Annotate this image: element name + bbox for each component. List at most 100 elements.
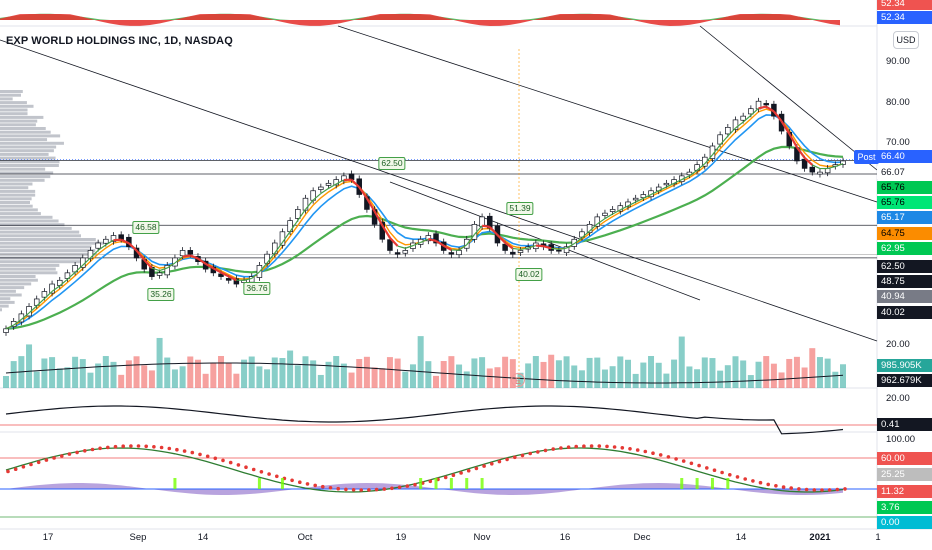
candle-body: [326, 183, 331, 185]
earnings-badge[interactable]: E: [511, 373, 525, 387]
price-tag-6: 62.95: [877, 242, 932, 255]
volume-profile-bar: [0, 190, 35, 193]
osc2-dot: [29, 463, 33, 467]
time-tick-16: 16: [560, 532, 571, 543]
volume-bar: [656, 363, 662, 388]
volume-profile-bar: [0, 149, 54, 152]
price-tag-3: 65.76: [877, 196, 932, 209]
volume-bar: [387, 357, 393, 388]
symbol-title[interactable]: EXP WORLD HOLDINGS INC, 1D, NASDAQ: [6, 35, 233, 47]
volume-bar: [318, 375, 324, 388]
currency-button[interactable]: USD: [893, 31, 919, 49]
osc2-dot: [390, 487, 394, 491]
osc2-dot: [651, 451, 655, 455]
volume-profile-bar: [0, 138, 47, 141]
volume-bar: [72, 357, 78, 388]
volume-profile-bar: [0, 164, 59, 167]
osc2-dot: [344, 488, 348, 492]
osc2-dot: [329, 486, 333, 490]
osc2-dot: [383, 487, 387, 491]
volume-tag-a: 985.905K: [877, 359, 932, 372]
volume-profile-bar: [0, 205, 33, 208]
volume-profile-bar: [0, 131, 51, 134]
volume-bar: [264, 369, 270, 388]
volume-profile-bar: [0, 179, 45, 182]
candle-body: [395, 253, 400, 255]
osc2-dot: [789, 486, 793, 490]
osc2-dot: [805, 488, 809, 492]
volume-profile-bar: [0, 305, 9, 308]
osc2-tick-100: 100.00: [886, 434, 915, 445]
candle-body: [764, 103, 769, 105]
volume-profile-bar: [0, 271, 57, 274]
volume-bar: [840, 364, 846, 388]
candle-body: [810, 167, 815, 172]
marker-high-2: 62.50: [378, 157, 405, 170]
osc2-dot: [536, 450, 540, 454]
volume-bar: [279, 358, 285, 388]
osc2-green-bar: [435, 478, 438, 489]
osc2-dot: [6, 470, 10, 474]
osc2-dot: [306, 482, 310, 486]
osc2-dot: [828, 488, 832, 492]
time-tick-19: 19: [396, 532, 407, 543]
osc2-green-bar: [173, 478, 176, 489]
volume-bar: [640, 363, 646, 388]
osc2-dot: [98, 447, 102, 451]
osc2-green-bar: [680, 478, 683, 489]
osc2-dot: [160, 446, 164, 450]
osc2-green-bar: [696, 478, 699, 489]
volume-bar: [456, 365, 462, 388]
volume-bar: [164, 358, 170, 388]
volume-bar: [763, 356, 769, 388]
candle-body: [457, 250, 462, 254]
volume-bar: [103, 356, 109, 388]
osc2-dot: [574, 445, 578, 449]
osc2-dot: [175, 448, 179, 452]
volume-bar: [709, 358, 715, 388]
volume-bar: [203, 374, 209, 388]
trend-color-segment: [536, 246, 544, 247]
volume-bar: [118, 375, 124, 388]
osc2-dot: [237, 463, 241, 467]
trend-color-segment: [183, 255, 191, 256]
volume-profile-bar: [0, 308, 2, 311]
volume-bar: [249, 357, 255, 388]
volume-profile-bar: [0, 268, 56, 271]
osc2-dot: [221, 459, 225, 463]
volume-bar: [702, 357, 708, 388]
osc2-dot: [352, 488, 356, 492]
time-tick-1: 1: [875, 532, 880, 543]
osc2-dot: [482, 464, 486, 468]
volume-bar: [686, 366, 692, 388]
price-tag-8: 48.75: [877, 275, 932, 288]
osc2-dot: [467, 469, 471, 473]
volume-bar: [825, 359, 831, 388]
volume-bar: [180, 366, 186, 388]
osc2-dot: [406, 484, 410, 488]
volume-bar: [372, 367, 378, 388]
osc2-dot: [644, 450, 648, 454]
top-tag-a: 52.34: [877, 0, 932, 10]
price-tag-1: 66.07: [877, 166, 932, 179]
volume-bar: [141, 365, 147, 388]
osc2-dot: [45, 458, 49, 462]
candle-body: [664, 183, 669, 185]
osc2-dot: [37, 461, 41, 465]
osc2-dot: [229, 461, 233, 465]
osc2-dot: [75, 451, 79, 455]
top-tag-b: 52.34: [877, 11, 932, 24]
price-tag-4: 65.17: [877, 211, 932, 224]
volume-profile-bar: [0, 290, 16, 293]
osc2-dot: [667, 455, 671, 459]
volume-bar: [732, 356, 738, 388]
candle-body: [741, 116, 746, 120]
volume-profile-bar: [0, 175, 50, 178]
volume-bar: [441, 361, 447, 388]
osc2-green-bar: [419, 478, 422, 489]
osc2-dot: [674, 457, 678, 461]
osc2-dot: [621, 446, 625, 450]
volume-bar: [533, 356, 539, 388]
